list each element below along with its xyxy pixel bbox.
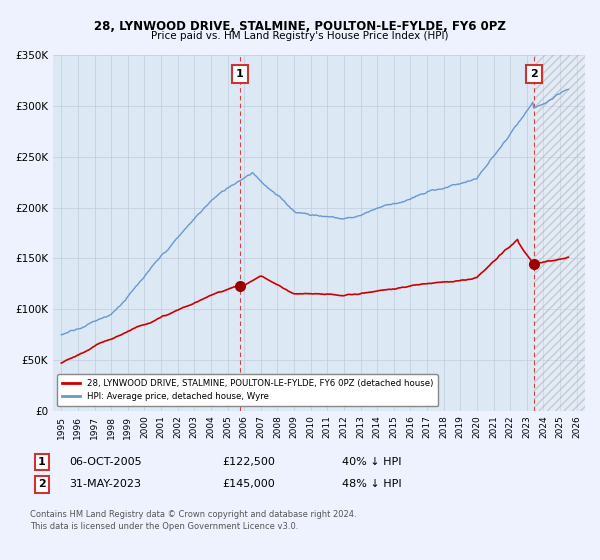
Text: £122,500: £122,500 (222, 457, 275, 467)
Text: Price paid vs. HM Land Registry's House Price Index (HPI): Price paid vs. HM Land Registry's House … (151, 31, 449, 41)
Text: 1: 1 (38, 457, 46, 467)
Text: 1: 1 (236, 69, 244, 78)
Text: 2: 2 (38, 479, 46, 489)
Text: £145,000: £145,000 (222, 479, 275, 489)
Text: 28, LYNWOOD DRIVE, STALMINE, POULTON-LE-FYLDE, FY6 0PZ: 28, LYNWOOD DRIVE, STALMINE, POULTON-LE-… (94, 20, 506, 32)
Legend: 28, LYNWOOD DRIVE, STALMINE, POULTON-LE-FYLDE, FY6 0PZ (detached house), HPI: Av: 28, LYNWOOD DRIVE, STALMINE, POULTON-LE-… (57, 374, 438, 407)
Text: 06-OCT-2005: 06-OCT-2005 (69, 457, 142, 467)
Text: Contains HM Land Registry data © Crown copyright and database right 2024.: Contains HM Land Registry data © Crown c… (30, 510, 356, 519)
Bar (534, 55, 585, 410)
Text: This data is licensed under the Open Government Licence v3.0.: This data is licensed under the Open Gov… (30, 522, 298, 531)
Text: 40% ↓ HPI: 40% ↓ HPI (342, 457, 401, 467)
Bar (534, 55, 585, 410)
Text: 2: 2 (530, 69, 538, 78)
Text: 48% ↓ HPI: 48% ↓ HPI (342, 479, 401, 489)
Text: 31-MAY-2023: 31-MAY-2023 (69, 479, 141, 489)
